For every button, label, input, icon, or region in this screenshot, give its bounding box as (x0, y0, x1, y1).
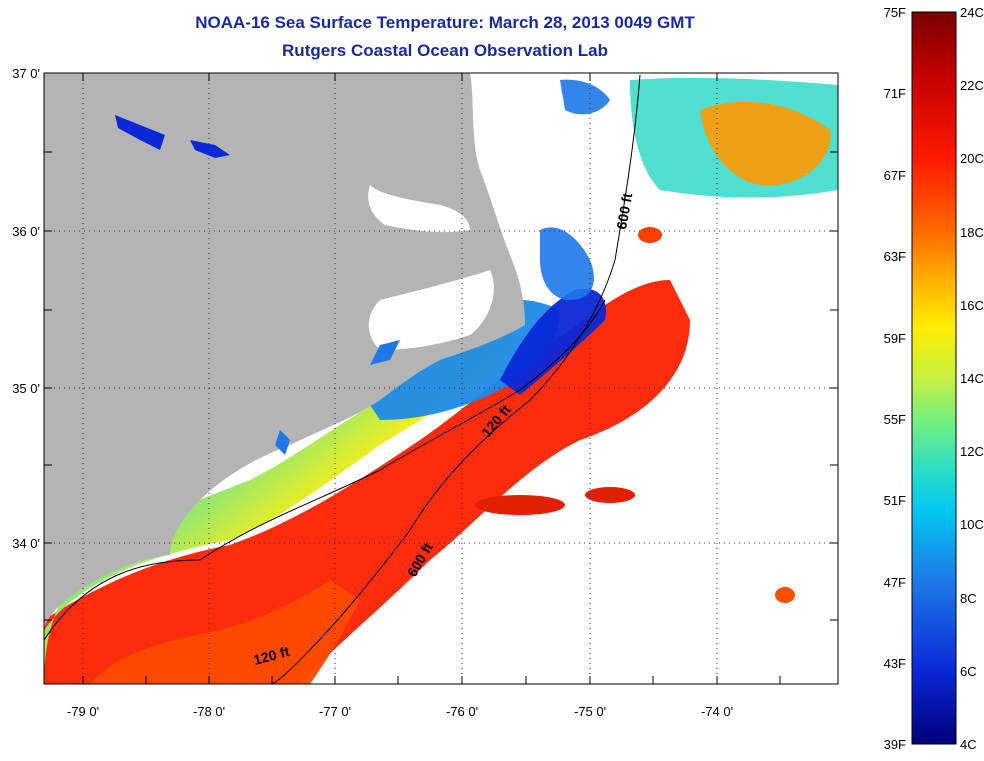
cb-c-22: 22C (960, 78, 984, 93)
cb-c-10: 10C (960, 517, 984, 532)
cb-c-18: 18C (960, 225, 984, 240)
cb-f-71: 71F (884, 86, 906, 101)
cb-f-75: 75F (884, 5, 906, 20)
lon-label-79: -79 0' (67, 704, 99, 719)
lat-label-36: 36 0' (12, 224, 40, 239)
cb-c-16: 16C (960, 298, 984, 313)
cb-f-47: 47F (884, 575, 906, 590)
colorbar-celsius-labels: 24C 22C 20C 18C 16C 14C 12C 10C 8C 6C 4C (960, 5, 984, 752)
cb-f-55: 55F (884, 412, 906, 427)
lat-label-35: 35 0' (12, 381, 40, 396)
sst-patch-4 (638, 227, 662, 243)
sst-patch-3 (775, 587, 795, 603)
lon-label-74: -74 0' (701, 704, 733, 719)
cb-c-12: 12C (960, 444, 984, 459)
sst-patch-2 (585, 487, 635, 503)
cb-c-20: 20C (960, 151, 984, 166)
cb-c-6: 6C (960, 664, 977, 679)
lon-label-77: -77 0' (319, 704, 351, 719)
cb-f-39: 39F (884, 737, 906, 752)
cb-c-4: 4C (960, 737, 977, 752)
cb-c-8: 8C (960, 591, 977, 606)
lon-label-75: -75 0' (574, 704, 606, 719)
sst-patch-1 (475, 495, 565, 515)
cb-f-67: 67F (884, 168, 906, 183)
cb-f-59: 59F (884, 331, 906, 346)
colorbar (912, 12, 956, 744)
cb-f-51: 51F (884, 493, 906, 508)
cb-c-14: 14C (960, 371, 984, 386)
lon-label-76: -76 0' (446, 704, 478, 719)
colorbar-fahrenheit-labels: 75F 71F 67F 63F 59F 55F 51F 47F 43F 39F (884, 5, 906, 752)
lat-label-34: 34 0' (12, 536, 40, 551)
cb-f-43: 43F (884, 656, 906, 671)
lat-label-37: 37 0' (12, 66, 40, 81)
cb-f-63: 63F (884, 249, 906, 264)
lon-label-78: -78 0' (193, 704, 225, 719)
sst-map-figure: 600 ft 120 ft 600 ft 120 ft (0, 0, 984, 761)
cb-c-24: 24C (960, 5, 984, 20)
